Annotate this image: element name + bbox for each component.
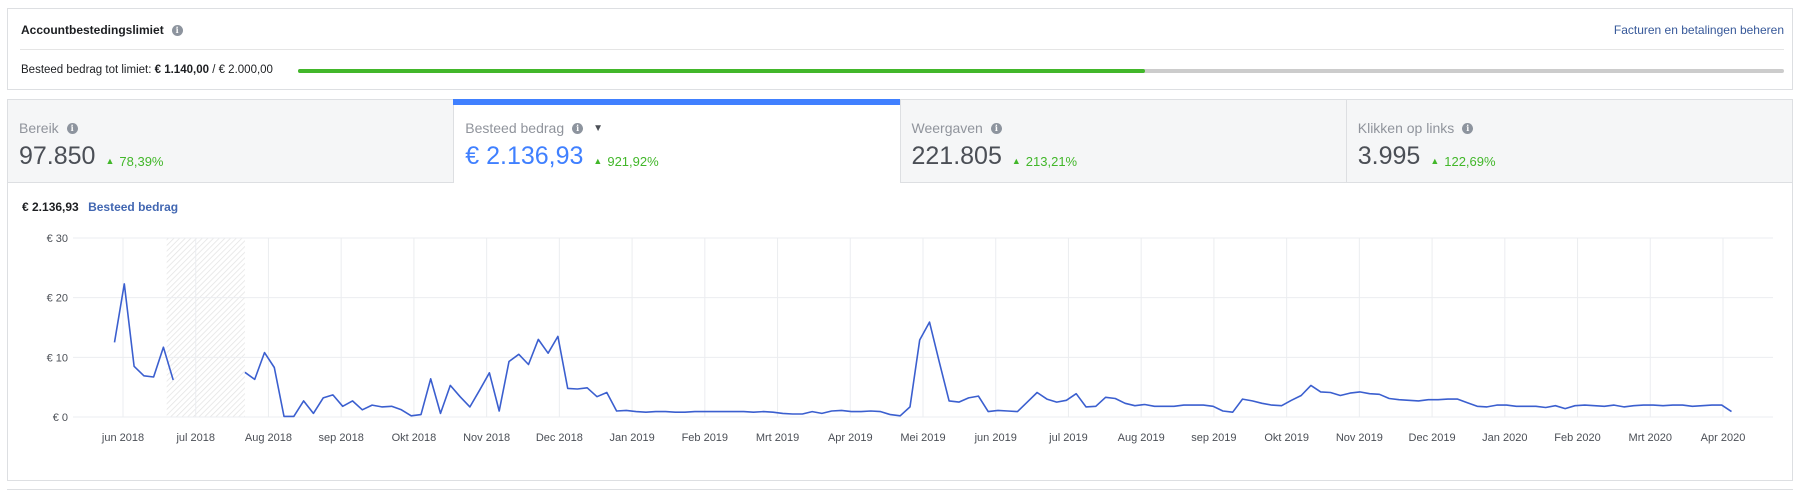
x-tick-label: Nov 2019 [1336,432,1383,444]
x-tick-label: jul 2018 [175,432,215,444]
x-tick-label: Apr 2020 [1701,432,1746,444]
x-tick-label: Aug 2019 [1118,432,1165,444]
x-tick-label: jun 2018 [101,432,144,444]
tab-value-row: 3.995 ▲ 122,69% [1358,142,1496,171]
divider [20,49,1784,50]
up-arrow-icon: ▲ [1430,156,1440,166]
y-tick-label: € 30 [47,233,68,245]
tab-besteed-bedrag[interactable]: Besteed bedrag i ▼ € 2.136,93 ▲ 921,92% [453,99,900,183]
tab-value: 3.995 [1357,142,1421,170]
chart-panel: € 2.136,93 Besteed bedrag € 0 € 10 € 20 € 3… [7,183,1793,481]
tab-value-row: 97.850 ▲ 78,39% [19,142,163,171]
x-tick-label: Feb 2020 [1554,432,1600,444]
separator: / [212,64,216,76]
limit-amount: € 2.000,00 [218,64,273,76]
x-tick-label: Aug 2018 [245,432,292,444]
tab-value: 97.850 [19,142,96,170]
x-tick-label: Okt 2018 [392,432,437,444]
tab-change: ▲ 921,92% [593,154,658,169]
x-tick-label: jun 2019 [974,432,1017,444]
up-arrow-icon: ▲ [593,156,603,166]
spend-line-chart[interactable]: € 0 € 10 € 20 € 30 jun 2018 jul 2018 Aug 2018 s… [8,183,1794,481]
series-line-besteed-bedrag [113,283,174,381]
chart-series-label: Besteed bedrag [88,200,179,214]
info-icon[interactable]: i [1462,122,1474,134]
tab-value: € 2.136,93 [465,142,584,170]
up-arrow-icon: ▲ [105,156,115,166]
no-data-band [166,238,245,417]
tab-label-row: Klikken op links i [1358,120,1474,136]
tab-change-value: 921,92% [607,153,659,169]
spending-limit-title: Accountbestedingslimiet i [21,23,183,37]
spending-limit-text: Besteed bedrag tot limiet: € 1.140,00 / … [21,64,273,76]
tab-label: Klikken op links [1357,120,1455,136]
chart-total: € 2.136,93 [22,200,79,214]
x-tick-label: Mrt 2019 [756,432,799,444]
info-icon[interactable]: i [572,122,584,134]
tab-change-value: 213,21% [1025,153,1078,169]
info-icon[interactable]: i [990,122,1002,134]
tab-klikken-op-links[interactable]: Klikken op links i 3.995 ▲ 122,69% [1345,99,1793,183]
spent-label: Besteed bedrag tot limiet: [21,64,152,76]
up-arrow-icon: ▲ [1011,156,1021,166]
tab-change: ▲ 78,39% [105,154,163,169]
tab-label-row: Besteed bedrag i ▼ [465,120,603,136]
tab-change: ▲ 122,69% [1430,154,1495,169]
tab-weergaven[interactable]: Weergaven i 221.805 ▲ 213,21% [899,99,1346,183]
chart-header: € 2.136,93 Besteed bedrag [22,200,178,214]
tab-change: ▲ 213,21% [1012,154,1077,169]
info-icon[interactable]: i [171,24,183,36]
caret-down-icon[interactable]: ▼ [593,122,604,134]
x-tick-label: Feb 2019 [682,432,728,444]
x-tick-label: Dec 2018 [536,432,583,444]
tab-bereik[interactable]: Bereik i 97.850 ▲ 78,39% [7,99,454,183]
metric-tabs: Bereik i 97.850 ▲ 78,39% Besteed bedrag … [7,99,1793,183]
x-tick-label: Mrt 2020 [1629,432,1672,444]
tab-label: Besteed bedrag [465,120,565,136]
x-tick-label: Dec 2019 [1409,432,1456,444]
tab-change-value: 122,69% [1444,153,1496,169]
tab-change-value: 78,39% [119,153,164,169]
divider [7,489,1793,490]
tab-label-row: Bereik i [19,120,78,136]
x-tick-label: sep 2019 [1191,432,1236,444]
tab-value-row: 221.805 ▲ 213,21% [912,142,1078,171]
y-tick-label: € 10 [47,352,68,364]
spent-amount: € 1.140,00 [154,64,209,76]
x-tick-label: jul 2019 [1048,432,1088,444]
info-icon[interactable]: i [66,122,78,134]
x-tick-label: Jan 2019 [609,432,654,444]
tab-value-row: € 2.136,93 ▲ 921,92% [465,142,658,171]
tab-label-row: Weergaven i [912,120,1002,136]
tab-value: 221.805 [911,142,1002,170]
series-line-besteed-bedrag [244,321,1732,418]
x-tick-label: Jan 2020 [1482,432,1527,444]
spending-limit-title-text: Accountbestedingslimiet [21,23,164,37]
manage-billing-link[interactable]: Facturen en betalingen beheren [1613,23,1784,37]
x-tick-label: Okt 2019 [1264,432,1309,444]
y-tick-label: € 0 [53,412,68,424]
tab-label: Bereik [19,120,59,136]
x-tick-label: Nov 2018 [463,432,510,444]
spending-progress-fill [298,69,1146,73]
spending-progress-bar [298,69,1784,73]
y-tick-label: € 20 [47,293,68,305]
tab-label: Weergaven [911,120,983,136]
x-tick-label: Mei 2019 [900,432,945,444]
x-tick-label: Apr 2019 [828,432,873,444]
spending-limit-panel: Accountbestedingslimiet i Facturen en be… [7,8,1793,90]
x-tick-label: sep 2018 [319,432,364,444]
